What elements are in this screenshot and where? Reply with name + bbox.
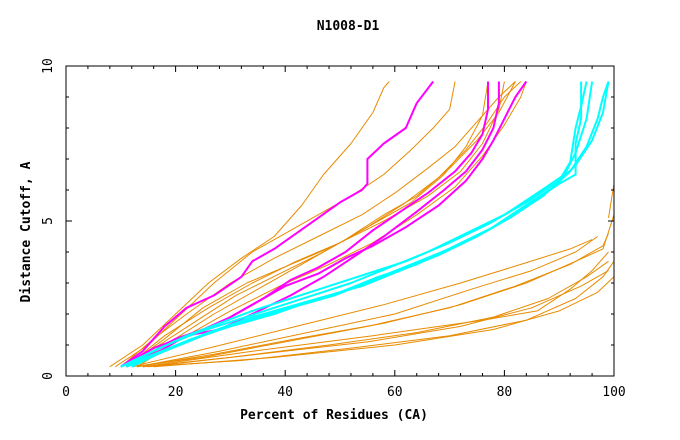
chart-title: N1008-D1 [317,19,380,34]
series-line-cyan-27 [131,81,583,368]
series-line-orange-13 [148,270,609,368]
y-tick-label-10: 10 [41,58,56,74]
series-line-orange-5 [120,81,522,368]
y-axis-label: Distance Cutoff, A [19,161,34,302]
y-tick-label-5: 5 [41,217,56,225]
x-tick-label-80: 80 [497,385,513,400]
series-line-orange-3 [120,81,516,368]
x-axis-label: Percent of Residues (CA) [240,408,428,423]
series-line-orange-1 [109,81,390,368]
x-tick-label-20: 20 [168,385,184,400]
series-line-magenta-21 [125,80,528,368]
ticks-layer: 0 20 40 60 80 100 0 5 10 [41,58,626,400]
series-line-cyan-23 [120,81,588,368]
series-line-orange-7 [125,81,505,368]
series-layer [109,80,615,368]
plot-frame [65,65,615,377]
series-line-orange-10 [137,214,615,368]
series-line-cyan-24 [120,81,594,368]
series-line-orange-15 [137,236,598,368]
x-tick-label-40: 40 [277,385,293,400]
x-tick-label-100: 100 [602,385,625,400]
series-line-orange-17 [142,251,609,368]
series-line-cyan-26 [120,81,610,368]
series-line-magenta-22 [120,81,500,368]
series-line-orange-8 [136,81,527,368]
series-line-orange-16 [131,239,593,368]
series-line-magenta-19 [120,80,434,368]
x-tick-label-0: 0 [62,385,70,400]
x-tick-label-60: 60 [387,385,403,400]
y-tick-label-0: 0 [41,372,56,380]
series-line-orange-2 [115,81,456,368]
series-line-orange-14 [153,276,615,368]
series-line-orange-18 [608,81,615,218]
